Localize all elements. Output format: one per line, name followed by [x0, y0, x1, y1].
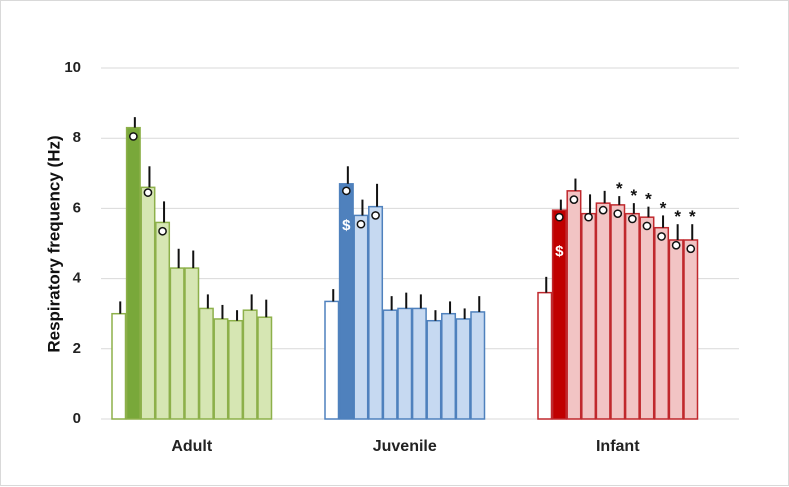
significance-dollar: $ [342, 217, 351, 234]
bar [257, 316, 273, 420]
y-axis-ticks: 0 2 4 6 8 10 [64, 59, 81, 427]
significance-circle [569, 195, 579, 204]
significance-circle [613, 209, 623, 219]
significance-star: * [689, 207, 696, 226]
bar [551, 209, 567, 420]
category-label-adult: Adult [171, 438, 213, 455]
significance-circle [342, 186, 351, 196]
y-tick-label: 0 [73, 410, 81, 427]
bar [184, 267, 200, 420]
significance-circle [642, 221, 652, 231]
significance-circle [371, 211, 380, 220]
significance-dollar: $ [555, 243, 564, 260]
bar [169, 267, 185, 420]
significance-star: * [660, 198, 667, 217]
significance-circle [598, 205, 608, 215]
bar [353, 214, 369, 420]
bar [654, 226, 670, 420]
significance-circle [686, 244, 696, 254]
bar [683, 239, 699, 420]
bar [441, 312, 457, 420]
bar [624, 212, 640, 420]
bar [668, 239, 684, 420]
significance-circle [129, 132, 138, 141]
bar [125, 126, 141, 420]
significance-star: * [645, 190, 652, 209]
bar [228, 319, 244, 420]
bar [213, 318, 229, 420]
bar [639, 216, 655, 420]
bar [111, 312, 127, 420]
bar [242, 309, 258, 420]
significance-circle [657, 232, 666, 241]
group-adult [111, 117, 273, 420]
bars: $ $ * * * * * * [111, 117, 699, 420]
significance-circle [143, 188, 153, 197]
y-tick-label: 10 [64, 59, 81, 76]
significance-circle [356, 219, 366, 229]
bar [426, 319, 442, 420]
bar [455, 318, 471, 420]
significance-star: * [674, 207, 681, 226]
bar [470, 311, 486, 420]
group-juvenile: $ [324, 166, 486, 420]
significance-circle [671, 240, 681, 250]
bar [397, 307, 413, 420]
category-label-juvenile: Juvenile [373, 438, 437, 455]
y-axis-label: Respiratory frequency (Hz) [44, 135, 63, 352]
bar [581, 212, 597, 420]
bar [411, 307, 427, 420]
bar [198, 307, 214, 420]
category-labels: Adult Juvenile Infant [171, 438, 640, 455]
bar [338, 183, 354, 420]
bar [140, 186, 156, 420]
y-tick-label: 4 [73, 270, 82, 287]
bar [595, 202, 611, 420]
significance-circle [628, 214, 637, 224]
significance-star: * [631, 186, 638, 205]
bar [382, 309, 398, 420]
bar [537, 291, 553, 420]
bar [610, 204, 626, 420]
significance-circle [584, 212, 593, 222]
y-tick-label: 6 [73, 199, 81, 216]
significance-star: * [616, 179, 623, 198]
group-infant: $ * * * * * * [537, 178, 699, 420]
category-label-infant: Infant [596, 438, 640, 455]
y-tick-label: 8 [73, 129, 81, 146]
bar [324, 300, 340, 420]
bar [566, 190, 582, 420]
significance-circle [158, 226, 167, 236]
y-tick-label: 2 [73, 340, 81, 357]
bar [368, 205, 384, 420]
significance-circle [555, 212, 564, 222]
bar [155, 221, 171, 420]
